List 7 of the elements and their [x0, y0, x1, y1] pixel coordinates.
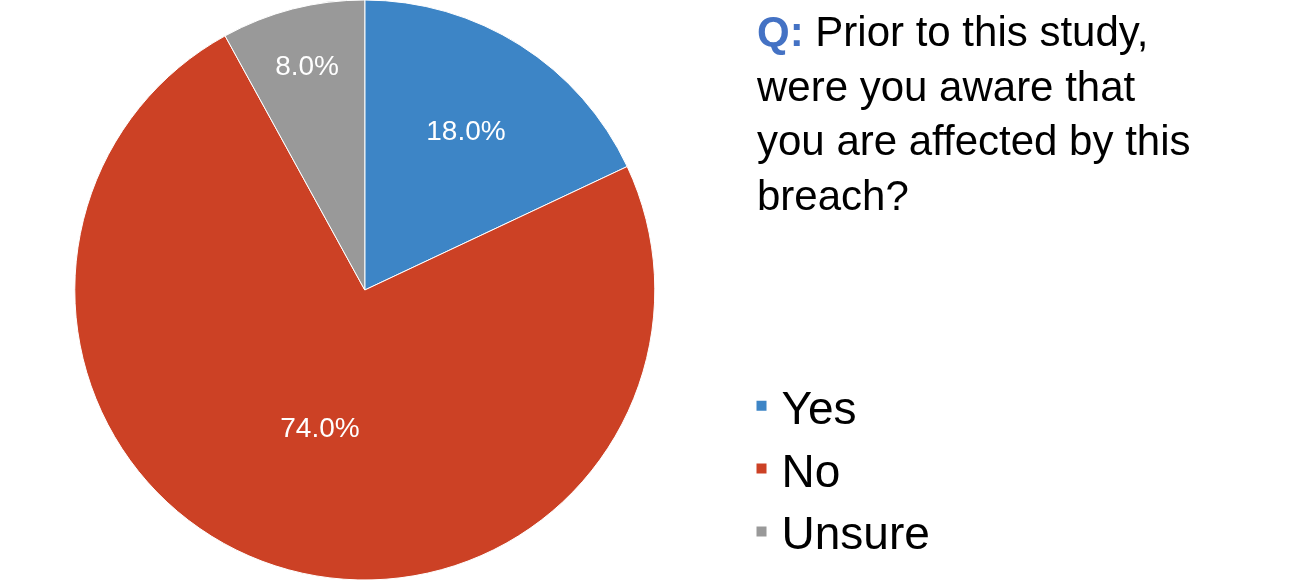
data-label: 8.0%: [275, 49, 339, 81]
data-label: 18.0%: [426, 115, 506, 147]
text: Q: Prior to this study, were you aware that you are affected by this breach?: [756, 8, 1191, 219]
legend-label: Yes: [781, 381, 857, 434]
legend-label: Unsure: [781, 507, 930, 560]
legend-label: No: [781, 444, 841, 497]
data-label: 74.0%: [280, 412, 360, 444]
